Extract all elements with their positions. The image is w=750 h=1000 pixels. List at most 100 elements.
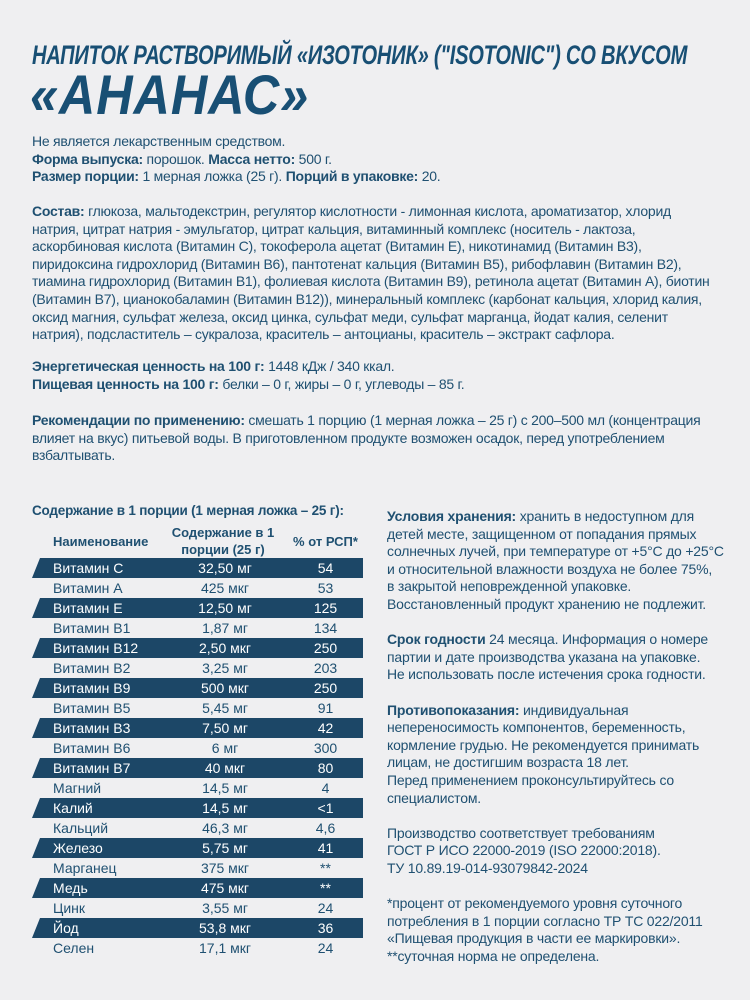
header-name: Наименование	[53, 533, 148, 550]
nutrient-percent: <1	[317, 800, 334, 816]
nutrition-section: Энергетическая ценность на 100 г: 1448 к…	[32, 358, 465, 394]
table-row: Цинк 3,55 мг 24	[32, 898, 363, 918]
nutrient-amount: 12,50 мг	[198, 600, 252, 616]
intro-label: Размер порции:	[32, 168, 139, 185]
nutrient-percent: 134	[313, 620, 338, 636]
nutrient-name: Витамин В7	[53, 760, 131, 776]
nutrition-line: Пищевая ценность на 100 г: белки – 0 г, …	[32, 375, 465, 394]
right-text: специалистом.	[387, 789, 481, 806]
nutrient-percent: 250	[313, 640, 338, 656]
row-band	[32, 798, 363, 818]
nutrient-name: Магний	[53, 780, 102, 796]
nutrient-amount: 53,8 мкг	[199, 920, 251, 936]
row-band	[32, 918, 363, 938]
intro-label: Порций в упаковке:	[285, 168, 419, 185]
right-text: ГОСТ Р ИСО 22000-2019 (ISO 22000:2018).	[387, 842, 661, 859]
composition-text: оксид магния, сульфат железа, оксид цинк…	[32, 308, 668, 325]
right-text: и относительной влажности воздуха не бол…	[387, 560, 713, 577]
intro-text: порошок.	[142, 150, 209, 167]
nutrient-name: Медь	[53, 880, 88, 896]
nutrient-percent: 91	[317, 700, 334, 716]
nutrient-amount: 475 мкг	[200, 880, 250, 896]
table-row: Витамин В6 6 мг 300	[32, 738, 363, 758]
table-row: Витамин В9 500 мкг 250	[32, 678, 363, 698]
table-row: Железо 5,75 мг 41	[32, 838, 363, 858]
nutrient-percent: 203	[313, 660, 338, 676]
flavor-title: «АНАНАС»	[30, 63, 310, 126]
nutrient-name: Железо	[53, 840, 103, 856]
nutrient-percent: 4,6	[315, 820, 336, 836]
right-text: Перед применением проконсультируйтесь со	[387, 771, 675, 788]
nutrient-name: Цинк	[53, 900, 86, 916]
nutrient-percent: 4	[321, 780, 330, 796]
nutrient-percent: 125	[313, 600, 338, 616]
nutrient-amount: 6 мг	[211, 740, 239, 756]
table-row: Витамин А 425 мкг 53	[32, 578, 363, 598]
right-line: «Пищевая продукция в части ее маркировки…	[387, 930, 724, 948]
nutrient-percent: 300	[313, 740, 338, 756]
right-line	[387, 684, 724, 702]
nutrient-name: Витамин Е	[53, 600, 123, 616]
usage-line: влияет на вкус) питьевой воды. В пригото…	[32, 430, 700, 448]
header-amount-line1: Содержание в 1	[171, 525, 275, 540]
right-text: солнечных лучей, при температуре от +5°С…	[387, 543, 724, 560]
right-line: Условия хранения: хранить в недоступном …	[387, 508, 724, 526]
right-label: Срок годности	[387, 631, 486, 648]
right-line: детей месте, защищенном от попадания пря…	[387, 526, 724, 544]
usage-line: Рекомендации по применению: смешать 1 по…	[32, 412, 701, 430]
product-title: НАПИТОК РАСТВОРИМЫЙ «ИЗОТОНИК» ("ISOTONI…	[32, 40, 688, 70]
right-text: *процент от рекомендуемого уровня суточн…	[387, 895, 683, 912]
right-text: «Пищевая продукция в части ее маркировки…	[387, 930, 681, 947]
nutrient-amount: 2,50 мкг	[199, 640, 251, 656]
right-text: 24 месяца. Информация о номере	[485, 631, 708, 648]
table-row: Витамин В2 3,25 мг 203	[32, 658, 363, 678]
row-band	[32, 758, 363, 778]
nutrient-percent: **	[320, 880, 331, 896]
intro-text: 20.	[418, 168, 441, 185]
nutrient-name: Витамин В5	[53, 700, 131, 716]
nutrient-amount: 46,3 мг	[202, 820, 248, 836]
composition-text: (Витамин В7), цианокобаламин (Витамин В1…	[32, 290, 702, 307]
nutrient-percent: 54	[317, 560, 334, 576]
nutrient-name: Витамин В6	[53, 740, 131, 756]
nutrition-line: Энергетическая ценность на 100 г: 1448 к…	[32, 358, 464, 376]
nutrient-name: Витамин А	[53, 580, 123, 596]
table-row: Витамин В12 2,50 мкг 250	[32, 638, 363, 658]
right-text: партии и дате производства указана на уп…	[387, 648, 701, 665]
usage-text: взбалтывать.	[32, 447, 116, 464]
header-percent: % от РСП*	[288, 533, 363, 550]
row-band	[32, 878, 363, 898]
composition-label: Состав:	[32, 203, 85, 219]
nutrient-amount: 5,75 мг	[202, 840, 248, 856]
right-line: лицам, не достигшим возраста 18 лет.	[387, 754, 724, 772]
header-amount-line2: порции (25 г)	[181, 542, 265, 557]
nutrient-amount: 40 мкг	[204, 760, 246, 776]
intro-label: Форма выпуска:	[32, 150, 143, 167]
nutrient-percent: 53	[317, 580, 334, 596]
composition-line: (Витамин В7), цианокобаламин (Витамин В1…	[32, 291, 710, 309]
right-line: Восстановленный продукт хранению не подл…	[387, 596, 724, 614]
composition-text: натрия), подсластитель – сукралоза, крас…	[32, 326, 615, 343]
nutrient-amount: 32,50 мг	[198, 560, 252, 576]
table-row: Калий 14,5 мг <1	[32, 798, 363, 818]
intro-text: Не является лекарственным средством.	[32, 133, 286, 149]
intro-label: Масса нетто:	[208, 150, 296, 167]
intro-line: Форма выпуска: порошок. Масса нетто: 500…	[32, 151, 440, 169]
nutrient-amount: 425 мкг	[200, 580, 250, 596]
right-text: кормление грудью. Не рекомендуется прини…	[387, 736, 700, 753]
right-line: Производство соответствует требованиям	[387, 825, 724, 843]
right-line: и относительной влажности воздуха не бол…	[387, 561, 724, 579]
nutrient-name: Витамин В1	[53, 620, 131, 636]
nutrient-amount: 7,50 мг	[202, 720, 248, 736]
nutrient-amount: 5,45 мг	[202, 700, 248, 716]
nutrition-label: Энергетическая ценность на 100 г:	[32, 358, 265, 374]
right-line: в закрытой неповрежденной упаковке.	[387, 578, 724, 596]
right-line: Срок годности 24 месяца. Информация о но…	[387, 631, 724, 649]
nutrient-amount: 17,1 мкг	[199, 940, 251, 956]
nutrition-text: белки – 0 г, жиры – 0 г, углеводы – 85 г…	[218, 375, 465, 392]
composition-text: аскорбиновая кислота (Витамин С), токофе…	[32, 238, 642, 255]
nutrition-label: Пищевая ценность на 100 г:	[32, 375, 219, 392]
composition-line: пиридоксина гидрохлорид (Витамин В6), па…	[32, 256, 710, 274]
right-text: ТУ 10.89.19-014-93079842-2024	[387, 859, 588, 876]
nutrient-percent: 250	[313, 680, 338, 696]
